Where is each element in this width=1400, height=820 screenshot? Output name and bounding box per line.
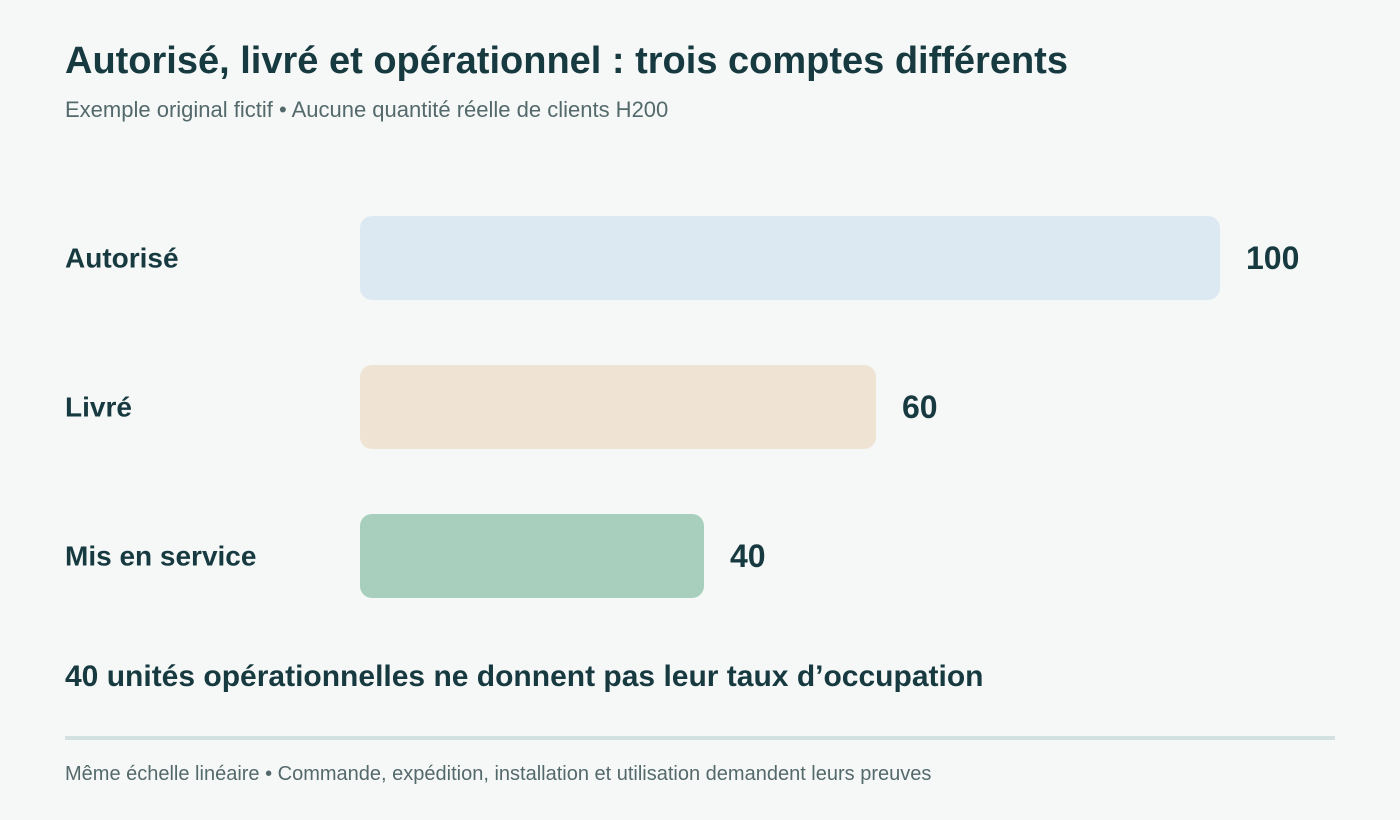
divider (65, 736, 1335, 740)
bar-chart: Autorisé 100 Livré 60 Mis en service 40 (65, 216, 1299, 598)
value-label: 40 (730, 538, 766, 574)
bar (360, 365, 876, 449)
value-label: 100 (1246, 240, 1299, 276)
chart-title: Autorisé, livré et opérationnel : trois … (65, 40, 1068, 82)
chart-subtitle: Exemple original fictif • Aucune quantit… (65, 97, 669, 122)
value-label: 60 (902, 389, 938, 425)
footer-note: Même échelle linéaire • Commande, expédi… (65, 763, 932, 785)
bar (360, 514, 704, 598)
category-label: Mis en service (65, 541, 256, 572)
takeaway-text: 40 unités opérationnelles ne donnent pas… (65, 660, 984, 693)
category-label: Autorisé (65, 243, 179, 274)
category-label: Livré (65, 392, 132, 423)
bar (360, 216, 1220, 300)
